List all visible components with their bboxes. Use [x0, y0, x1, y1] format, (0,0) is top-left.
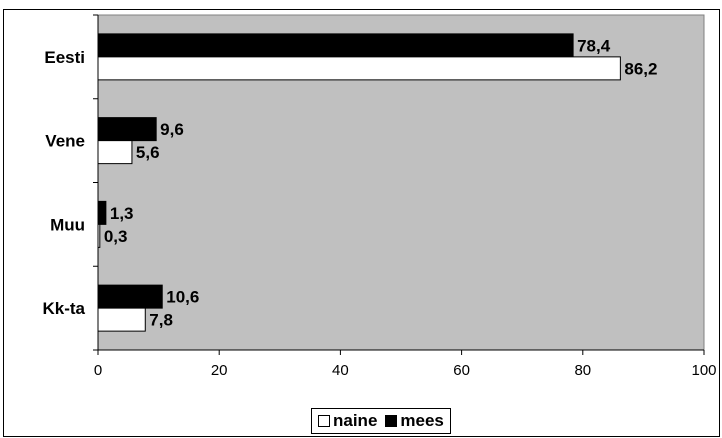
data-label-mees: 78,4 [577, 36, 611, 55]
x-tick-label: 60 [453, 362, 470, 379]
legend-label-naine: naine [333, 411, 378, 430]
x-tick-label: 80 [574, 362, 591, 379]
data-label-mees: 9,6 [160, 120, 184, 139]
bar-naine [97, 56, 621, 81]
bar-naine [97, 307, 146, 332]
data-label-mees: 10,6 [166, 288, 199, 307]
x-tick-label: 0 [94, 362, 102, 379]
y-category-label: Vene [45, 132, 85, 151]
legend-swatch-mees [385, 415, 398, 427]
y-category-label: Kk-ta [42, 299, 85, 318]
bar-naine [97, 223, 101, 248]
x-tick-label: 100 [691, 362, 716, 379]
legend-label-mees: mees [400, 411, 444, 430]
data-label-naine: 5,6 [136, 143, 160, 162]
data-label-naine: 0,3 [104, 227, 128, 246]
data-label-mees: 1,3 [110, 204, 134, 223]
bar-naine [97, 140, 133, 165]
y-category-label: Eesti [44, 48, 85, 67]
legend-swatch-naine [318, 415, 330, 427]
y-category-label: Muu [50, 215, 85, 234]
x-tick-label: 20 [211, 362, 228, 379]
data-label-naine: 86,2 [624, 59, 657, 78]
legend-item-mees: mees [385, 411, 444, 431]
legend-item-naine: naine [318, 411, 377, 431]
x-tick-label: 40 [332, 362, 349, 379]
bar-mees [97, 117, 157, 142]
data-label-naine: 7,8 [149, 311, 173, 330]
bar-mees [97, 33, 574, 58]
bar-mees [97, 200, 107, 225]
chart-legend: naine mees [311, 408, 451, 434]
bar-mees [97, 284, 163, 309]
